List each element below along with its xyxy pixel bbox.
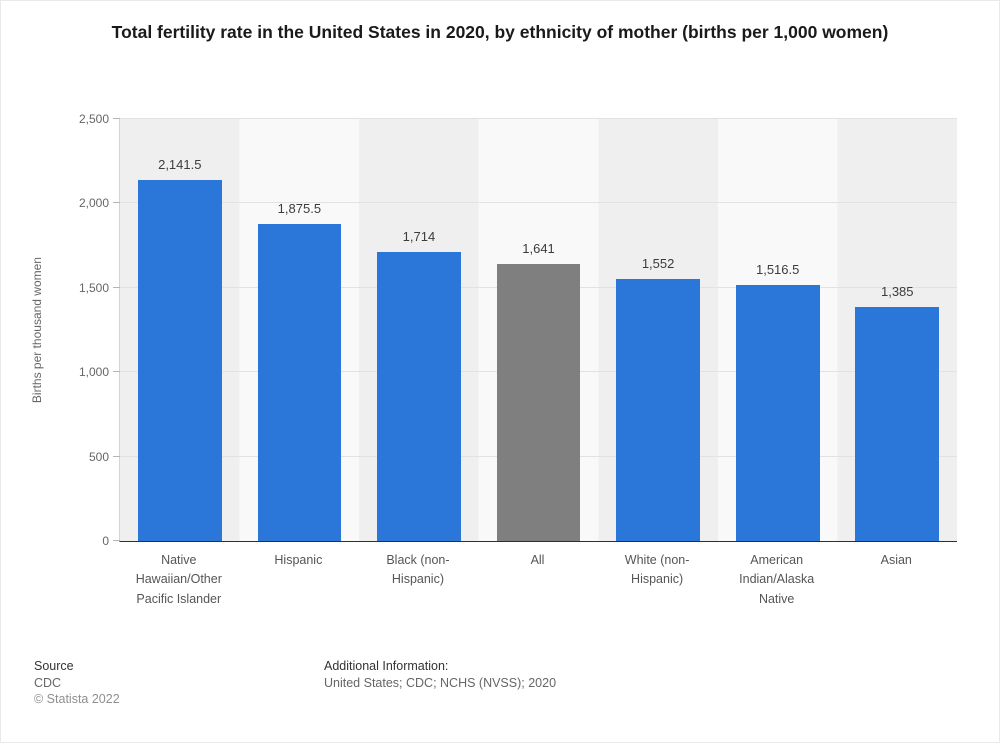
bar-value-label: 1,552 <box>641 256 675 272</box>
category-band: 1,714 <box>359 119 479 541</box>
additional-info-value: United States; CDC; NCHS (NVSS); 2020 <box>324 675 557 690</box>
copyright-notice: © Statista 2022 <box>34 692 120 706</box>
bar-value-label: 1,385 <box>880 284 914 300</box>
additional-info-label: Additional Information: <box>324 659 449 673</box>
y-tick-label: 1,000 <box>78 365 109 380</box>
bar-value-label: 1,516.5 <box>755 262 800 278</box>
y-tick-mark <box>113 202 120 204</box>
bar[interactable] <box>616 279 700 541</box>
y-tick-label: 0 <box>102 534 109 548</box>
chart-title: Total fertility rate in the United State… <box>111 22 889 42</box>
y-tick-label: 2,500 <box>78 112 109 126</box>
x-category-label: Hispanic <box>274 553 323 567</box>
source-label: Source <box>34 659 74 673</box>
source-block: Source CDC © Statista 2022 <box>34 658 120 708</box>
x-category-label: Asian <box>880 553 912 567</box>
x-category-label: Native Hawaiian/Other Pacific Islander <box>135 553 222 606</box>
x-category-label: American Indian/Alaska Native <box>739 553 815 606</box>
bar-value-label: 1,875.5 <box>277 201 322 217</box>
bar[interactable] <box>377 251 461 541</box>
x-axis-labels: Native Hawaiian/Other Pacific Islander Hi… <box>119 551 956 609</box>
x-category-label: White (non-Hispanic) <box>624 553 690 587</box>
bar[interactable] <box>257 224 342 541</box>
category-band: 1,516.5 <box>718 119 838 541</box>
y-tick-label: 2,000 <box>78 196 109 211</box>
y-tick-mark <box>113 118 120 119</box>
gridline <box>120 118 957 119</box>
bar[interactable] <box>855 307 940 541</box>
category-band: 2,141.5 <box>120 119 240 541</box>
bar-value-label: 2,141.5 <box>158 156 202 172</box>
additional-info-block: Additional Information: United States; C… <box>324 658 556 691</box>
gridline <box>120 202 957 204</box>
plot-area: 2,141.5 1,875.5 1,714 1,641 1,552 1,516.5 1,38… <box>113 118 957 542</box>
y-tick-label: 500 <box>88 449 109 464</box>
category-band: 1,552 <box>598 119 718 541</box>
source-value: CDC <box>34 675 62 690</box>
x-category-label: All <box>530 553 545 567</box>
category-band: 1,385 <box>837 119 957 541</box>
y-tick-mark <box>113 371 120 373</box>
category-band: 1,875.5 <box>240 119 360 541</box>
y-axis-ticks: 0 500 1,000 1,500 2,000 2,500 <box>1 112 109 548</box>
y-tick-label: 1,500 <box>78 280 109 295</box>
y-tick-mark <box>113 540 120 541</box>
bar[interactable] <box>137 179 222 541</box>
bar-value-label: 1,714 <box>402 228 436 244</box>
y-tick-mark <box>113 286 120 288</box>
category-band: 1,641 <box>479 119 599 541</box>
bar[interactable] <box>496 264 581 541</box>
y-tick-mark <box>113 455 120 457</box>
bar[interactable] <box>735 285 820 541</box>
x-category-label: Black (non-Hispanic) <box>386 553 450 587</box>
bar-value-label: 1,641 <box>522 241 555 256</box>
